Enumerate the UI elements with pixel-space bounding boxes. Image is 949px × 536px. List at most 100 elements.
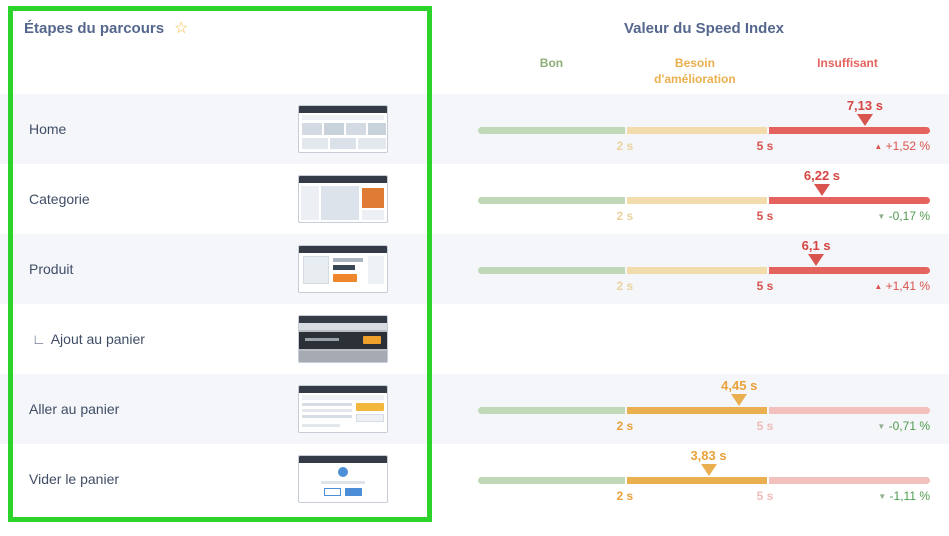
gauge-segment-warning bbox=[626, 127, 767, 134]
step-name: Aller au panier bbox=[29, 401, 120, 417]
table-row: ∟Ajout au panier 2 s 5 s bbox=[0, 304, 949, 374]
journey-steps-header: Étapes du parcours ☆ bbox=[24, 18, 188, 38]
trend-change: ▼ -1,11 % bbox=[878, 489, 930, 503]
speed-index-gauge: 6,22 s 2 s 5 s ▼ -0,17 % bbox=[478, 164, 930, 234]
zone-label-needs-improvement: Besoin d'amélioration bbox=[625, 55, 765, 87]
page-thumbnail[interactable] bbox=[298, 175, 388, 223]
gauge-segment-good bbox=[478, 407, 625, 414]
step-name: Categorie bbox=[29, 191, 90, 207]
tick-5s: 5 s bbox=[756, 139, 774, 153]
gauge-segment-good bbox=[478, 197, 625, 204]
gauge-pointer-icon bbox=[813, 184, 830, 196]
change-value: +1,52 % bbox=[885, 139, 930, 153]
step-label: ∟ Ajout au panier bbox=[24, 331, 145, 347]
zone-legend: Bon Besoin d'amélioration Insuffisant bbox=[478, 55, 930, 91]
step-name: Vider le panier bbox=[29, 471, 120, 487]
gauge-segment-warning bbox=[626, 197, 767, 204]
trend-arrow-icon: ▲ bbox=[874, 142, 883, 151]
trend-arrow-icon: ▼ bbox=[877, 212, 886, 221]
indent-mark: ∟ bbox=[32, 331, 46, 347]
table-row: Home 7,13 s 2 s 5 s ▲ +1,52 % bbox=[0, 94, 949, 164]
table-row: Categorie 6,22 s 2 s 5 s ▼ -0,17 % bbox=[0, 164, 949, 234]
tick-2s: 2 s bbox=[616, 419, 634, 433]
trend-change: ▲ +1,41 % bbox=[874, 279, 930, 293]
page-thumbnail[interactable] bbox=[298, 385, 388, 433]
gauge-segment-good bbox=[478, 267, 625, 274]
step-cell: Produit bbox=[0, 234, 430, 304]
tick-5s: 5 s bbox=[756, 419, 774, 433]
trend-change: ▼ -0,17 % bbox=[877, 209, 930, 223]
thumbnail-browser-bar bbox=[299, 176, 387, 183]
journey-rows: Home 7,13 s 2 s 5 s ▲ +1,52 % Categorie … bbox=[0, 94, 949, 514]
step-label: Categorie bbox=[24, 191, 90, 207]
change-value: +1,41 % bbox=[885, 279, 930, 293]
trend-change: ▲ +1,52 % bbox=[874, 139, 930, 153]
tick-2s: 2 s bbox=[616, 279, 634, 293]
speed-index-gauge: 3,83 s 2 s 5 s ▼ -1,11 % bbox=[478, 444, 930, 514]
gauge-segment-warning bbox=[626, 267, 767, 274]
speed-index-value: 6,22 s bbox=[803, 168, 841, 183]
zone-label-insufficient: Insuffisant bbox=[765, 55, 930, 71]
trend-arrow-icon: ▼ bbox=[878, 492, 887, 501]
table-header: Étapes du parcours ☆ Valeur du Speed Inde… bbox=[0, 0, 949, 94]
change-value: -1,11 % bbox=[889, 489, 930, 503]
gauge-segment-bad bbox=[769, 407, 930, 414]
gauge-segment-warning bbox=[626, 407, 767, 414]
zone-label-good-text: Bon bbox=[539, 56, 564, 70]
step-label: Aller au panier bbox=[24, 401, 119, 417]
step-cell: Home bbox=[0, 94, 430, 164]
speed-index-gauge: 4,45 s 2 s 5 s ▼ -0,71 % bbox=[478, 374, 930, 444]
gauge-pointer-icon bbox=[731, 394, 748, 406]
change-value: -0,17 % bbox=[888, 209, 930, 223]
page-thumbnail[interactable] bbox=[298, 455, 388, 503]
gauge-bar bbox=[478, 477, 930, 484]
table-row: Produit 6,1 s 2 s 5 s ▲ +1,41 % bbox=[0, 234, 949, 304]
tick-5s: 5 s bbox=[756, 489, 774, 503]
tick-5s: 5 s bbox=[756, 209, 774, 223]
gauge-bar bbox=[478, 407, 930, 414]
change-value: -0,71 % bbox=[888, 419, 930, 433]
page-thumbnail[interactable] bbox=[298, 315, 388, 363]
thumbnail-browser-bar bbox=[299, 316, 387, 323]
gauge-segment-good bbox=[478, 477, 625, 484]
step-name: Ajout au panier bbox=[50, 331, 145, 347]
thumbnail-browser-bar bbox=[299, 106, 387, 113]
gauge-bar bbox=[478, 197, 930, 204]
gauge-segment-bad bbox=[769, 127, 930, 134]
gauge-bar bbox=[478, 267, 930, 274]
table-row: Aller au panier 4,45 s 2 s 5 s ▼ -0,71 % bbox=[0, 374, 949, 444]
step-label: Produit bbox=[24, 261, 73, 277]
gauge-pointer-icon bbox=[700, 464, 717, 476]
speed-index-value: 3,83 s bbox=[690, 448, 727, 463]
tick-2s: 2 s bbox=[616, 489, 634, 503]
step-label: Vider le panier bbox=[24, 471, 119, 487]
thumbnail-browser-bar bbox=[299, 246, 387, 253]
thumbnail-browser-bar bbox=[299, 386, 387, 393]
speed-index-value: 4,45 s bbox=[721, 378, 758, 393]
zone-label-insufficient-text: Insuffisant bbox=[817, 56, 878, 70]
step-cell: Aller au panier bbox=[0, 374, 430, 444]
speed-index-gauge: 7,13 s 2 s 5 s ▲ +1,52 % bbox=[478, 94, 930, 164]
gauge-segment-bad bbox=[769, 197, 930, 204]
trend-arrow-icon: ▲ bbox=[874, 282, 883, 291]
trend-arrow-icon: ▼ bbox=[877, 422, 886, 431]
page-thumbnail[interactable] bbox=[298, 245, 388, 293]
speed-index-value: 6,1 s bbox=[801, 238, 831, 253]
journey-steps-title: Étapes du parcours bbox=[24, 20, 165, 37]
tick-5s: 5 s bbox=[756, 279, 774, 293]
step-name: Produit bbox=[29, 261, 74, 277]
step-cell: Vider le panier bbox=[0, 444, 430, 514]
page-thumbnail[interactable] bbox=[298, 105, 388, 153]
step-cell: Categorie bbox=[0, 164, 430, 234]
gauge-segment-bad bbox=[769, 267, 930, 274]
zone-label-needs-improvement-text: Besoin d'amélioration bbox=[654, 56, 736, 87]
gauge-segment-good bbox=[478, 127, 625, 134]
tick-2s: 2 s bbox=[616, 209, 634, 223]
speed-index-gauge: 6,1 s 2 s 5 s ▲ +1,41 % bbox=[478, 234, 930, 304]
trend-change: ▼ -0,71 % bbox=[877, 419, 930, 433]
thumbnail-browser-bar bbox=[299, 456, 387, 463]
favorite-star-icon[interactable]: ☆ bbox=[174, 20, 189, 37]
step-cell: ∟ Ajout au panier bbox=[0, 304, 430, 374]
speed-index-value: 7,13 s bbox=[846, 98, 883, 113]
